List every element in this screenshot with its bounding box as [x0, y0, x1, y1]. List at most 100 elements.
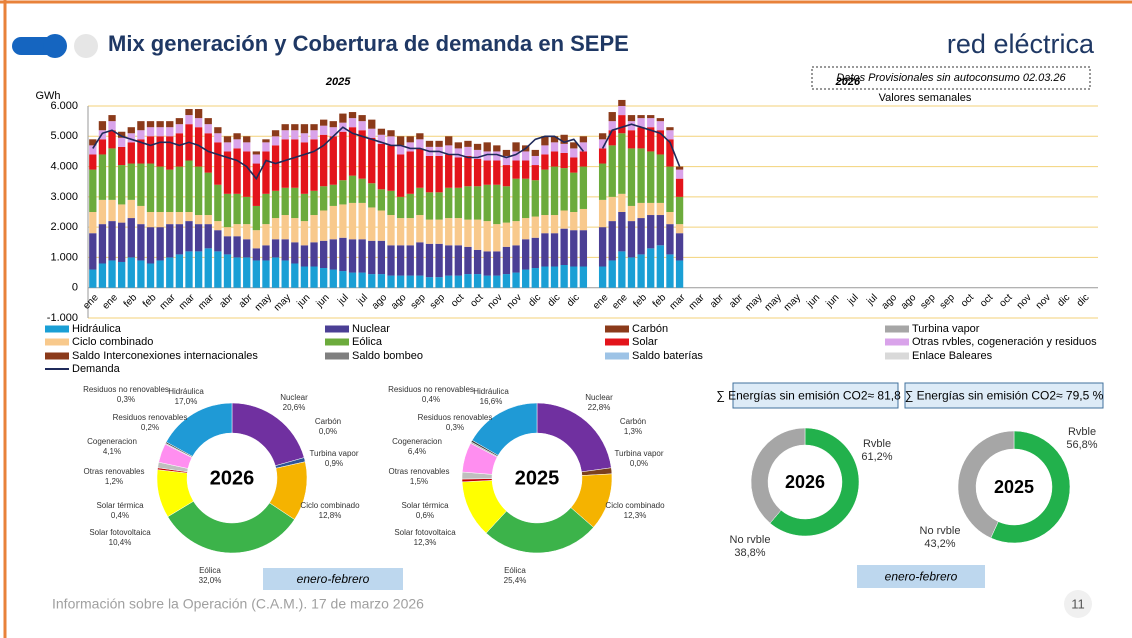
bar-segment — [262, 260, 270, 288]
bar-segment — [223, 142, 232, 152]
bar-segment — [541, 215, 549, 234]
bar-segment — [387, 190, 395, 216]
bar-segment — [666, 166, 674, 212]
donut-center-label: 2025 — [994, 477, 1034, 497]
bar-segment — [262, 139, 270, 143]
bar-segment — [204, 124, 212, 134]
donut-center-label: 2025 — [515, 467, 560, 489]
bar-segment — [127, 163, 135, 200]
bar-segment — [512, 160, 520, 179]
bar-segment — [204, 224, 212, 249]
bar-segment — [483, 184, 491, 222]
bar-segment — [89, 169, 97, 212]
bar-segment — [108, 115, 116, 122]
bar-segment — [473, 159, 482, 187]
bar-segment — [194, 224, 203, 252]
bar-segment — [175, 224, 184, 255]
bar-segment — [637, 202, 645, 219]
bar-segment — [127, 133, 135, 143]
bar-segment — [435, 155, 443, 193]
bar-segment — [252, 154, 260, 164]
bar-segment — [320, 119, 328, 126]
slice-label: Ciclo combinado — [300, 501, 360, 510]
y-tick-label: -1.000 — [47, 312, 78, 324]
bar-segment — [656, 202, 664, 216]
bar-segment — [223, 151, 232, 194]
bar-segment — [320, 125, 328, 135]
bar-segment — [358, 178, 366, 203]
bar-segment — [502, 274, 511, 288]
bar-segment — [647, 202, 655, 216]
slice-value: 1,3% — [624, 427, 642, 436]
legend-label: Hidráulica — [72, 323, 122, 335]
co2-label: ∑ Energías sin emisión CO2≈ 79,5 % — [905, 389, 1104, 403]
bar-segment — [493, 275, 501, 288]
bar-segment — [377, 189, 386, 211]
bar-segment — [127, 142, 135, 164]
bar-segment — [598, 139, 607, 149]
bar-segment — [281, 124, 289, 131]
bar-segment — [618, 193, 626, 212]
bar-segment — [550, 233, 559, 267]
bar-segment — [271, 257, 280, 288]
bar-segment — [406, 245, 414, 276]
bar-segment — [454, 157, 462, 188]
bar-segment — [329, 121, 337, 128]
bar-segment — [233, 139, 241, 149]
bar-segment — [368, 274, 376, 288]
bar-segment — [339, 113, 347, 123]
bar-segment — [570, 230, 578, 267]
bar-segment — [358, 272, 366, 288]
bar-segment — [560, 152, 568, 169]
legend-swatch — [885, 338, 909, 346]
period-note: enero-febrero — [885, 570, 958, 584]
bar-segment — [425, 140, 434, 147]
bar-segment — [166, 224, 174, 258]
bar-segment — [156, 166, 164, 212]
bar-segment — [531, 237, 539, 269]
slice-value: 38,8% — [734, 547, 765, 559]
bar-segment — [194, 166, 203, 216]
period-box — [857, 565, 985, 588]
bar-segment — [204, 118, 212, 125]
bar-segment — [445, 275, 453, 288]
bar-segment — [204, 133, 212, 173]
bar-segment — [281, 260, 289, 288]
bar-segment — [252, 248, 260, 261]
bar-segment — [310, 130, 318, 140]
bar-segment — [531, 268, 539, 288]
slice-label: Eólica — [199, 566, 221, 575]
bar-segment — [214, 142, 222, 185]
bar-segment — [243, 224, 251, 240]
bar-segment — [146, 127, 155, 137]
bar-segment — [627, 148, 636, 206]
bar-segment — [435, 140, 443, 147]
bar-segment — [339, 131, 347, 181]
slice-label: Residuos renovables — [418, 413, 493, 422]
bar-segment — [637, 127, 645, 149]
bar-segment — [271, 136, 280, 146]
bar-segment — [493, 251, 501, 276]
bar-segment — [579, 166, 588, 209]
bar-segment — [425, 243, 434, 278]
slice-value: 0,0% — [319, 427, 337, 436]
bar-segment — [598, 227, 607, 267]
bar-segment — [445, 136, 453, 146]
slice-value: 1,2% — [105, 477, 123, 486]
slice-value: 0,3% — [446, 423, 464, 432]
slice-label: Eólica — [504, 566, 526, 575]
bar-segment — [329, 239, 337, 270]
legend-label: Saldo Interconexiones internacionales — [72, 350, 258, 362]
bar-segment — [358, 239, 366, 273]
note-box — [811, 66, 1091, 90]
bar-segment — [243, 142, 251, 152]
donut-slice — [769, 427, 860, 537]
bar-segment — [223, 254, 232, 288]
bar-segment — [194, 118, 203, 128]
bar-segment — [214, 133, 222, 143]
bar-segment — [598, 266, 607, 288]
bar-segment — [329, 269, 337, 288]
bar-segment — [175, 124, 184, 134]
bar-segment — [531, 216, 539, 238]
bar-segment — [98, 199, 107, 225]
